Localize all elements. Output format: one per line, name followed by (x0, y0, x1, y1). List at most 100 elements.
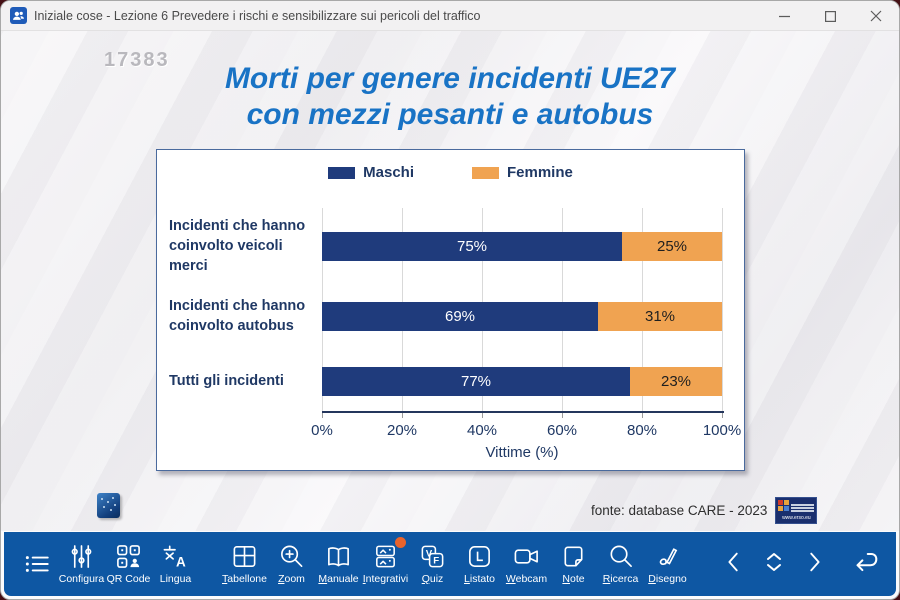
axis-tick (722, 413, 723, 418)
tick-label: 40% (466, 422, 498, 439)
source-row: fonte: database CARE - 2023 www.erso.eu (591, 497, 818, 524)
chart-legend: Maschi Femmine (157, 164, 744, 181)
axis-tick (562, 413, 563, 418)
open-book-icon (325, 543, 352, 570)
chart-card: Maschi Femmine 0% 20% 40% 60% 80% 100% Vittime… (156, 149, 745, 471)
slide-number: 17383 (104, 49, 170, 71)
maximize-button[interactable] (807, 1, 853, 31)
toolbar-label: Manuale (318, 573, 359, 585)
bar-segment-maschi: 77% (322, 367, 630, 396)
tick-label: 20% (386, 422, 418, 439)
toolbar-zoom[interactable]: Zoom (268, 535, 315, 593)
translate-icon: A (162, 543, 189, 570)
toolbar-webcam[interactable]: Webcam (503, 535, 550, 593)
slide-area: 17383 Morti per genere incidenti UE27 co… (1, 31, 899, 531)
pen-icon (654, 543, 681, 570)
slide-title-line2: con mezzi pesanti e autobus (246, 98, 654, 131)
svg-text:V: V (426, 549, 433, 560)
toolbar-label: Quiz (421, 573, 444, 585)
toolbar-disegno[interactable]: Disegno (644, 535, 691, 593)
x-axis-line (322, 411, 724, 413)
search-icon (607, 543, 634, 570)
legend-item: Femmine (472, 164, 573, 181)
notification-badge (395, 537, 406, 548)
tick-label: 60% (546, 422, 578, 439)
bar-segment-maschi: 75% (322, 232, 622, 261)
menu-list-icon (22, 549, 52, 579)
note-icon (560, 543, 587, 570)
toolbar-note[interactable]: Note (550, 535, 597, 593)
toolbar-label: Note (562, 573, 585, 585)
gridline (722, 208, 723, 412)
erso-logo-url: www.erso.eu (782, 515, 811, 521)
close-button[interactable] (853, 1, 899, 31)
toolbar-label: Disegno (648, 573, 687, 585)
titlebar: Iniziale cose - Lezione 6 Prevedere i ri… (1, 1, 899, 31)
bar-segment-maschi: 69% (322, 302, 598, 331)
legend-swatch (328, 166, 356, 179)
chevron-right-icon (801, 549, 827, 580)
legend-swatch (472, 166, 499, 179)
category-label: Tutti gli incidenti (169, 373, 284, 389)
sliders-icon (68, 543, 95, 570)
bar-segment-femmine: 25% (622, 232, 722, 261)
legend-label: Maschi (363, 164, 414, 181)
toolbar-integrativi[interactable]: Integrativi (362, 535, 409, 593)
toolbar-label: Lingua (159, 573, 192, 585)
nav-next-button[interactable] (794, 535, 834, 593)
bar-segment-femmine: 31% (598, 302, 722, 331)
slide-title-line1: Morti per genere incidenti UE27 (224, 62, 676, 95)
true-false-icon: V F (419, 543, 446, 570)
toolbar-quiz[interactable]: V F Quiz (409, 535, 456, 593)
toolbar-label: Tabellone (222, 573, 267, 585)
x-axis-title: Vittime (%) (485, 444, 559, 461)
bottom-toolbar: Configura QR Code A (4, 532, 896, 596)
svg-text:A: A (176, 555, 186, 570)
toolbar-ricerca[interactable]: Ricerca (597, 535, 644, 593)
toolbar-label: Ricerca (602, 573, 639, 585)
toolbar-label: Listato (464, 573, 495, 585)
zoom-in-icon (278, 543, 305, 570)
toolbar-label: Configura (58, 573, 105, 585)
toolbar-configura[interactable]: Configura (58, 535, 105, 593)
axis-tick (642, 413, 643, 418)
grid-board-icon (231, 543, 258, 570)
bar-row: 75% 25% (322, 232, 722, 261)
toolbar-menu-list[interactable] (16, 535, 58, 593)
slide-title: Morti per genere incidenti UE27 con mezz… (1, 61, 899, 133)
svg-text:F: F (433, 556, 439, 567)
nav-scroll-button[interactable] (754, 535, 794, 593)
return-arrow-icon (849, 547, 879, 582)
nav-return-button[interactable] (844, 535, 884, 593)
erso-logo: www.erso.eu (775, 497, 818, 524)
toolbar-label: Zoom (278, 573, 305, 585)
bar-row: 77% 23% (322, 367, 722, 396)
axis-tick (482, 413, 483, 418)
qr-code-icon (115, 543, 142, 570)
webcam-icon (513, 543, 540, 570)
toolbar-listato[interactable]: Listato (456, 535, 503, 593)
app-people-icon (10, 7, 27, 24)
tick-label: 80% (626, 422, 658, 439)
chevron-up-down-icon (760, 548, 788, 581)
toolbar-tabellone[interactable]: Tabellone (221, 535, 268, 593)
minimize-button[interactable] (761, 1, 807, 31)
toolbar-label: Webcam (505, 573, 548, 585)
toolbar-label: QR Code (106, 573, 151, 585)
toolbar-manuale[interactable]: Manuale (315, 535, 362, 593)
slides-stack-icon (372, 543, 399, 570)
nav-previous-button[interactable] (714, 535, 754, 593)
erso-logo-squares (778, 500, 790, 515)
axis-tick (402, 413, 403, 418)
chevron-left-icon (721, 549, 747, 580)
slide-thumbnail-icon[interactable] (97, 493, 120, 518)
tick-label: 100% (702, 422, 742, 439)
toolbar-qr-code[interactable]: QR Code (105, 535, 152, 593)
bar-row: 69% 31% (322, 302, 722, 331)
window-title: Iniziale cose - Lezione 6 Prevedere i ri… (34, 8, 481, 23)
category-label: Incidenti che hanno coinvolto veicoli me… (169, 218, 306, 274)
toolbar-label: Integrativi (362, 573, 409, 585)
toolbar-lingua[interactable]: A Lingua (152, 535, 199, 593)
legend-item: Maschi (328, 164, 414, 181)
